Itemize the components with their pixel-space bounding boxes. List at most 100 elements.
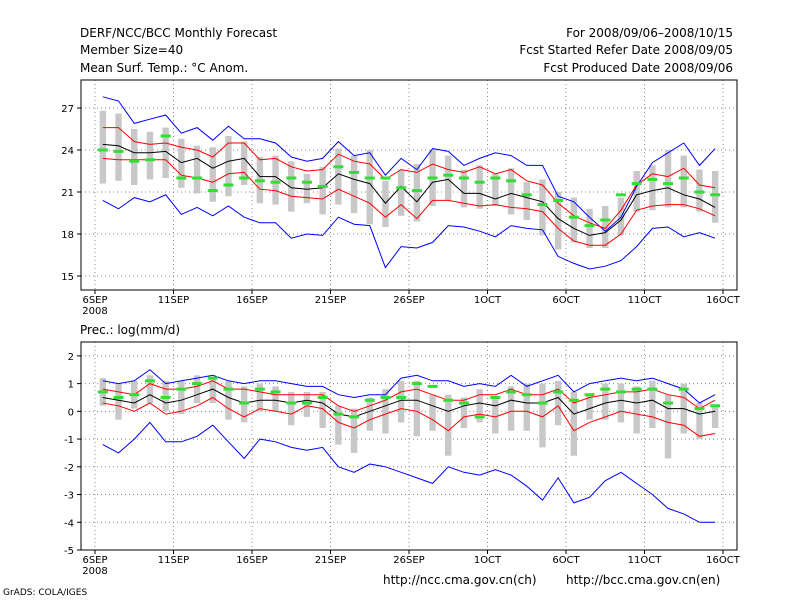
temp-spread-box — [413, 164, 421, 222]
temp-member-marker — [694, 190, 705, 194]
temp-member-marker — [207, 189, 218, 193]
precip-spread-box — [539, 383, 546, 448]
temp-series-max — [102, 96, 716, 232]
temp-spread-box — [99, 110, 107, 184]
precip-member-marker — [615, 390, 626, 394]
temp-member-marker — [490, 176, 501, 180]
temp-spread-box — [240, 141, 248, 185]
temp-xtick-label: 1OCT — [474, 295, 502, 306]
header-title: DERF/NCC/BCC Monthly Forecast — [80, 26, 277, 40]
temp-spread-box — [193, 145, 201, 194]
temp-ytick-label: 15 — [61, 272, 74, 283]
temp-xtick-label: 21SEP — [315, 295, 346, 306]
temp-member-marker — [568, 215, 579, 219]
temp-spread-box — [445, 155, 452, 201]
temp-spread-box — [131, 129, 138, 185]
precip-member-marker — [663, 401, 674, 405]
temp-spread-box — [570, 197, 578, 243]
temp-member-marker — [349, 170, 360, 174]
precip-member-marker — [411, 382, 422, 386]
precip-xtick-label: 1OCT — [474, 555, 502, 566]
temp-ytick-label: 24 — [61, 146, 74, 157]
precip-member-marker — [349, 415, 360, 419]
precip-spread-box — [460, 397, 468, 428]
temp-spread-box — [664, 150, 672, 208]
precip-xtick-label: 11SEP — [158, 555, 189, 566]
temp-ytick-label: 27 — [61, 104, 74, 115]
temp-member-marker — [396, 186, 407, 190]
precip-spread-box — [288, 391, 295, 426]
precip-member-marker — [647, 387, 658, 391]
ncc-url[interactable]: http://ncc.cma.gov.cn(ch) — [383, 573, 537, 587]
precip-series-mean — [102, 388, 716, 418]
precip-series-lower — [102, 396, 716, 437]
precip-member-marker — [380, 395, 391, 399]
temp-member-marker — [301, 180, 312, 184]
temp-xtick-label: 16OCT — [706, 295, 741, 306]
precip-member-marker — [506, 390, 517, 394]
precip-spread-box — [382, 389, 389, 434]
temp-member-marker — [144, 158, 155, 162]
precip-xtick-label: 16SEP — [236, 555, 267, 566]
precip-member-marker — [537, 401, 548, 405]
precip-member-marker — [239, 401, 250, 405]
temp-member-marker — [286, 176, 297, 180]
temp-spread-box — [319, 166, 326, 215]
temp-spread-box — [602, 206, 609, 248]
precip-spread-box — [586, 394, 593, 420]
bcc-url[interactable]: http://bcc.cma.gov.cn(en) — [566, 573, 720, 587]
temp-spread-box — [382, 180, 389, 227]
temp-member-marker — [176, 176, 187, 180]
precip-member-marker — [490, 395, 501, 399]
precip-spread-box — [413, 380, 421, 437]
precip-chart-title: Prec.: log(mm/d) — [80, 323, 180, 337]
grads-credit: GrADS: COLA/IGES — [3, 588, 87, 598]
temp-member-marker — [317, 184, 328, 188]
precip-spread-box — [570, 391, 578, 456]
precip-member-marker — [427, 384, 438, 388]
precip-spread-box — [350, 408, 358, 453]
temp-member-marker — [553, 198, 564, 202]
precip-ytick-label: -2 — [64, 463, 74, 474]
temp-member-marker — [113, 149, 124, 153]
precip-member-marker — [474, 415, 485, 419]
precip-xtick-label: 11OCT — [628, 555, 663, 566]
temp-spread-box — [366, 150, 373, 225]
precip-series-max — [102, 369, 716, 404]
temp-spread-box — [554, 192, 562, 250]
precip-member-marker — [631, 387, 642, 391]
precip-member-marker — [207, 376, 218, 380]
precip-spread-box — [115, 383, 122, 420]
precip-xtick-label: 6OCT — [552, 555, 580, 566]
temp-series-upper — [102, 127, 716, 229]
precip-xtick-label: 6SEP — [82, 555, 107, 566]
precip-member-marker — [144, 379, 155, 383]
precip-member-marker — [396, 395, 407, 399]
precip-spread-box — [617, 383, 625, 423]
precip-member-marker — [678, 387, 689, 391]
temp-member-marker — [474, 180, 485, 184]
precip-member-marker — [192, 382, 203, 386]
precip-member-marker — [333, 412, 344, 416]
temp-member-marker — [364, 176, 375, 180]
precip-spread-box — [602, 383, 609, 420]
temp-member-marker — [223, 183, 234, 187]
temp-spread-box — [350, 155, 358, 213]
temp-member-marker — [537, 203, 548, 207]
temp-spread-box — [649, 165, 656, 211]
temp-spread-box — [272, 155, 279, 205]
precip-spread-box — [445, 394, 452, 456]
temp-spread-box — [523, 182, 530, 220]
precip-spread-box — [649, 380, 656, 428]
temperature-chart: 15 18 21 24 27 6SEP 11SEP 16SEP 21SEP 26SEP 1OCT 6O… — [61, 79, 741, 317]
temp-spread-box — [335, 148, 342, 205]
precip-member-marker — [176, 387, 187, 391]
temp-member-marker — [443, 173, 454, 177]
temp-member-marker — [710, 193, 721, 197]
precip-member-marker — [458, 401, 469, 405]
temp-spread-box — [539, 179, 546, 236]
precip-ytick-label: 0 — [68, 407, 74, 418]
precip-member-marker — [521, 393, 532, 397]
